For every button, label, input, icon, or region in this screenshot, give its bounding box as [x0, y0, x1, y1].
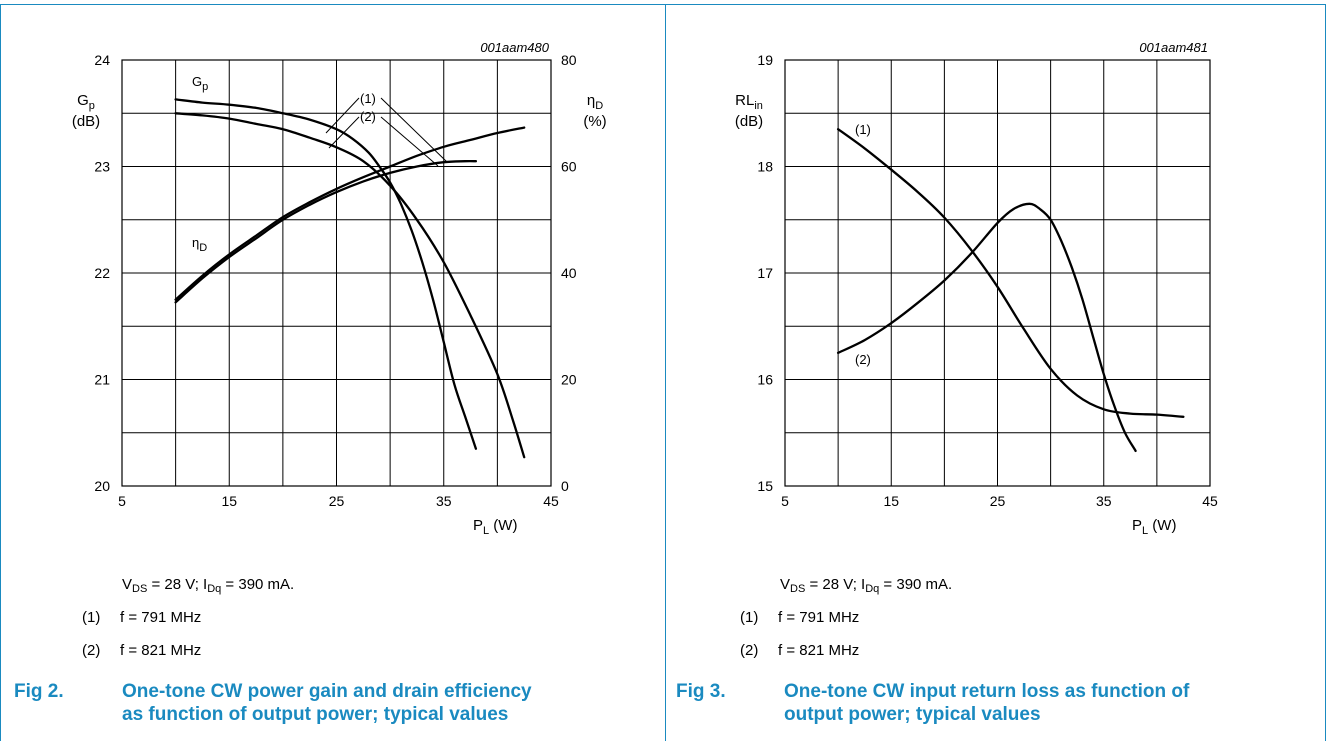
x-tick-label: 35	[1096, 493, 1112, 509]
conditions-note: VDS = 28 V; IDq = 390 mA.	[780, 576, 953, 595]
y-axis-label-main: G	[77, 92, 89, 109]
y-axis-label-main: RL	[735, 92, 754, 109]
curve-2	[836, 202, 1137, 453]
grid	[122, 60, 551, 486]
labels: 5 15 25 35 45 15 16 17 18 19 001aam481 PL (W) RLin(d…	[735, 40, 1218, 537]
y-tick-label: 19	[757, 52, 773, 68]
caption-line-1: One-tone CW input return loss as functio…	[784, 681, 1190, 702]
plot-area-border	[121, 59, 552, 487]
x-tick-label: 25	[990, 493, 1006, 509]
caption-line-2: as function of output power; typical val…	[122, 704, 509, 725]
chart-code-label: 001aam480	[480, 40, 549, 55]
return-loss-chart: 5 15 25 35 45 15 16 17 18 19 001aam481 PL (W) RLin(d…	[735, 40, 1218, 537]
y-tick-label: 16	[757, 372, 773, 388]
curve-1	[836, 128, 1185, 418]
gain-curve-label-main: G	[192, 74, 202, 89]
labels: 5 15 25 35 45 20 21 22 23 24 0 20 40 60 80 001aam480 PL …	[72, 40, 607, 537]
curve-label-2: (2)	[855, 352, 871, 367]
x-axis-label-main: P	[473, 517, 483, 534]
caption-line-2: output power; typical values	[784, 704, 1041, 725]
y-axis-label: RLin	[735, 92, 763, 112]
chart-code-label: 001aam481	[1139, 40, 1208, 55]
y-axis-label: Gp	[77, 92, 95, 112]
x-tick-label: 35	[436, 493, 452, 509]
y2-tick-label: 60	[561, 159, 577, 175]
curve-leader-line	[325, 97, 360, 134]
x-axis-label: PL (W)	[473, 517, 517, 537]
legend-item-1: (1) f = 791 MHz	[82, 609, 202, 626]
y2-tick-label: 20	[561, 372, 577, 388]
y-axis-unit: (dB)	[72, 113, 100, 130]
y-tick-label: 24	[94, 52, 110, 68]
caption-line-1: One-tone CW power gain and drain efficie…	[122, 681, 532, 702]
plot-frame	[784, 59, 1211, 487]
legend-item-2: (2) f = 821 MHz	[740, 642, 860, 659]
curve-label-2: (2)	[360, 109, 376, 124]
plot-frame	[121, 59, 552, 487]
gain-curve-2	[174, 112, 526, 459]
x-tick-label: 15	[883, 493, 899, 509]
y2-axis-label-main: η	[587, 92, 595, 109]
x-axis-label: PL (W)	[1132, 517, 1176, 537]
y-tick-label: 17	[757, 265, 773, 281]
y-tick-label: 18	[757, 159, 773, 175]
curve-leader-line	[328, 116, 360, 149]
x-axis-label-main: P	[1132, 517, 1142, 534]
x-tick-label: 45	[543, 493, 559, 509]
y2-axis-unit: (%)	[583, 113, 606, 130]
gain-curve-label: Gp	[192, 74, 208, 93]
eff-curve-1	[174, 126, 526, 301]
efficiency-curve-label: ηD	[192, 235, 207, 254]
x-tick-label: 15	[221, 493, 237, 509]
gain-efficiency-chart: 5 15 25 35 45 20 21 22 23 24 0 20 40 60 80 001aam480 PL …	[72, 40, 607, 537]
curve-leader-line	[380, 116, 439, 167]
y-tick-label: 20	[94, 478, 110, 494]
series	[836, 128, 1185, 453]
y2-axis-label-subscript: D	[595, 100, 603, 112]
series	[174, 98, 526, 459]
efficiency-curve-label-subscript: D	[199, 242, 207, 254]
y-axis-label-subscript: p	[89, 100, 95, 112]
curve-leader-line	[380, 97, 448, 163]
conditions-note: VDS = 28 V; IDq = 390 mA.	[122, 576, 295, 595]
gain-curve-label-subscript: p	[202, 81, 208, 93]
efficiency-curve-label-main: η	[192, 235, 199, 250]
x-axis-label-unit: (W)	[1148, 517, 1176, 534]
y-tick-label: 15	[757, 478, 773, 494]
x-axis-label-unit: (W)	[489, 517, 517, 534]
y-tick-label: 23	[94, 159, 110, 175]
x-tick-label: 25	[329, 493, 345, 509]
legend-item-2: (2) f = 821 MHz	[82, 642, 202, 659]
figure-number: Fig 3.	[676, 681, 726, 702]
x-axis-label-subscript: L	[483, 525, 489, 537]
y2-tick-label: 40	[561, 265, 577, 281]
gain-curve-1	[174, 98, 478, 450]
x-tick-label: 45	[1202, 493, 1218, 509]
figure-number: Fig 2.	[14, 681, 64, 702]
y2-axis-label: ηD	[587, 92, 603, 112]
y-tick-label: 22	[94, 265, 110, 281]
eff-curve-2	[174, 159, 478, 304]
curve-label-1: (1)	[360, 91, 376, 106]
grid	[785, 60, 1210, 486]
legend-item-1: (1) f = 791 MHz	[740, 609, 860, 626]
plot-area-border	[784, 59, 1211, 487]
y2-tick-label: 80	[561, 52, 577, 68]
x-tick-label: 5	[781, 493, 789, 509]
y-axis-unit: (dB)	[735, 113, 763, 130]
figure-2-frame	[0, 4, 666, 741]
y-axis-label-subscript: in	[754, 100, 763, 112]
y2-tick-label: 0	[561, 478, 569, 494]
x-tick-label: 5	[118, 493, 126, 509]
x-axis-label-subscript: L	[1142, 525, 1148, 537]
y-tick-label: 21	[94, 372, 110, 388]
curve-label-1: (1)	[855, 122, 871, 137]
